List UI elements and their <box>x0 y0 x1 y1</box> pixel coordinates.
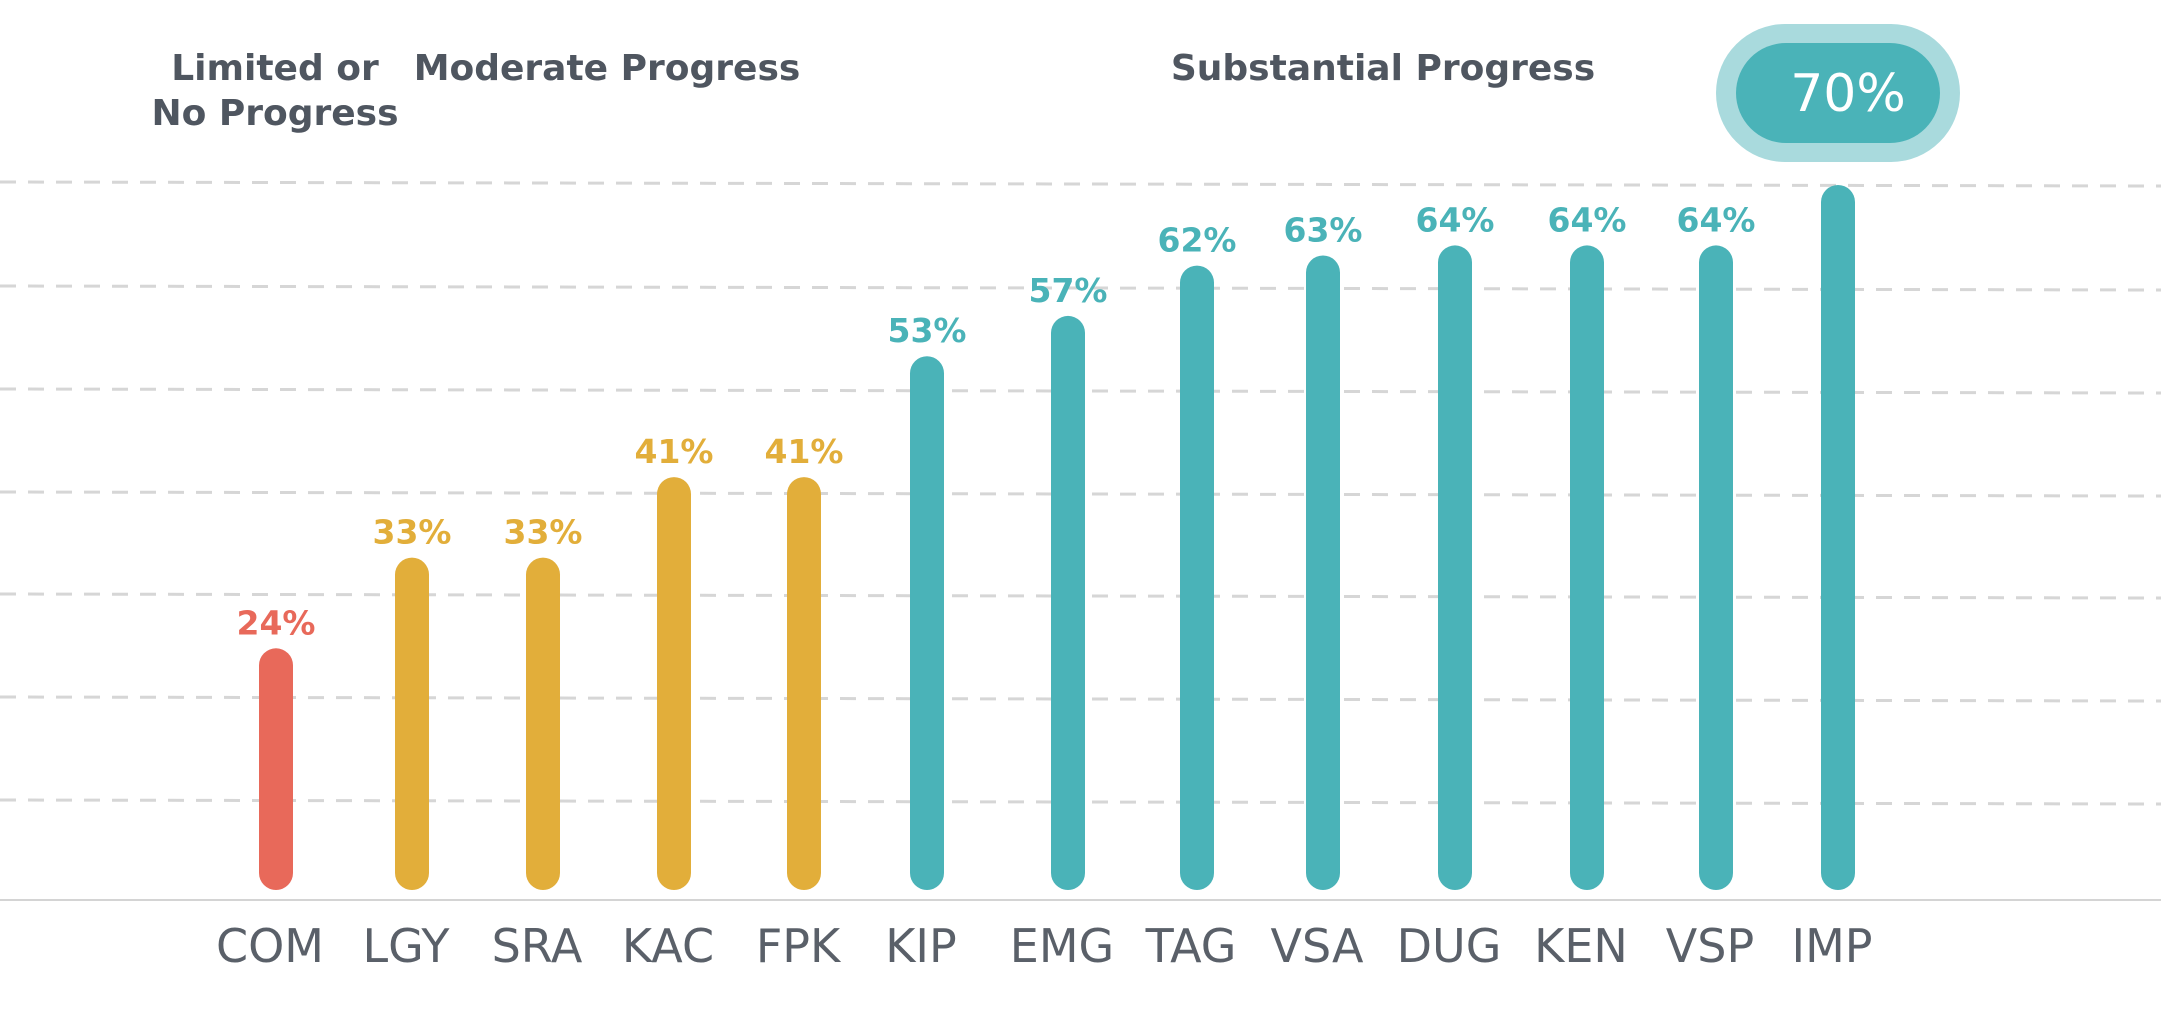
group-label: Limited or No Progress <box>151 48 398 134</box>
bar-ken <box>1570 245 1604 890</box>
bar-vsp <box>1699 245 1733 890</box>
category-label-tag: TAG <box>1145 919 1237 973</box>
value-label-emg: 57% <box>1029 271 1108 310</box>
callout-value-label: 70% <box>1790 64 1906 124</box>
gridline <box>0 490 2161 498</box>
gridline <box>0 284 2161 292</box>
category-label-emg: EMG <box>1010 919 1114 973</box>
category-label-dug: DUG <box>1397 919 1502 973</box>
bar-lgy <box>395 557 429 890</box>
category-label-kac: KAC <box>622 919 714 973</box>
category-label-fpk: FPK <box>756 919 842 973</box>
category-label-sra: SRA <box>492 919 583 973</box>
bar-kip <box>910 356 944 890</box>
category-label-imp: IMP <box>1792 919 1873 973</box>
gridlines <box>0 180 2161 806</box>
category-label-kip: KIP <box>885 919 956 973</box>
bar-imp <box>1821 185 1855 890</box>
group-labels: Limited or No Progress Moderate Progress Su… <box>151 48 1595 134</box>
gridline <box>0 387 2161 395</box>
gridline <box>0 592 2161 600</box>
value-label-lgy: 33% <box>373 513 452 552</box>
gridline <box>0 180 2161 188</box>
value-label-fpk: 41% <box>765 432 844 471</box>
bar-sra <box>526 557 560 890</box>
gridline <box>0 695 2161 703</box>
bars: 24% COM 33% LGY 33% SRA 41% KAC 41% FPK 53% KIP 57% E… <box>216 185 1873 973</box>
group-label: Moderate Progress <box>414 48 801 89</box>
value-label-vsa: 63% <box>1284 211 1363 250</box>
category-label-com: COM <box>216 919 324 973</box>
bar-dug <box>1438 245 1472 890</box>
value-label-ken: 64% <box>1548 200 1627 239</box>
category-label-lgy: LGY <box>362 919 450 973</box>
category-label-ken: KEN <box>1534 919 1628 973</box>
gridline <box>0 798 2161 806</box>
value-label-kac: 41% <box>635 432 714 471</box>
value-label-sra: 33% <box>504 513 583 552</box>
bar-com <box>259 648 293 890</box>
bar-tag <box>1180 265 1214 891</box>
value-label-dug: 64% <box>1416 200 1495 239</box>
value-label-kip: 53% <box>888 311 967 350</box>
callout-pill <box>1736 43 1940 143</box>
bar-emg <box>1051 315 1085 890</box>
bar-kac <box>657 477 691 890</box>
category-label-vsa: VSA <box>1271 919 1365 973</box>
category-label-vsp: VSP <box>1666 919 1754 973</box>
value-label-com: 24% <box>237 603 316 642</box>
bar-fpk <box>787 477 821 890</box>
value-label-tag: 62% <box>1158 221 1237 260</box>
callout-badge: 70% <box>1716 24 1960 162</box>
bar-vsa <box>1306 255 1340 890</box>
value-label-vsp: 64% <box>1677 200 1756 239</box>
group-label: Substantial Progress <box>1171 48 1595 89</box>
